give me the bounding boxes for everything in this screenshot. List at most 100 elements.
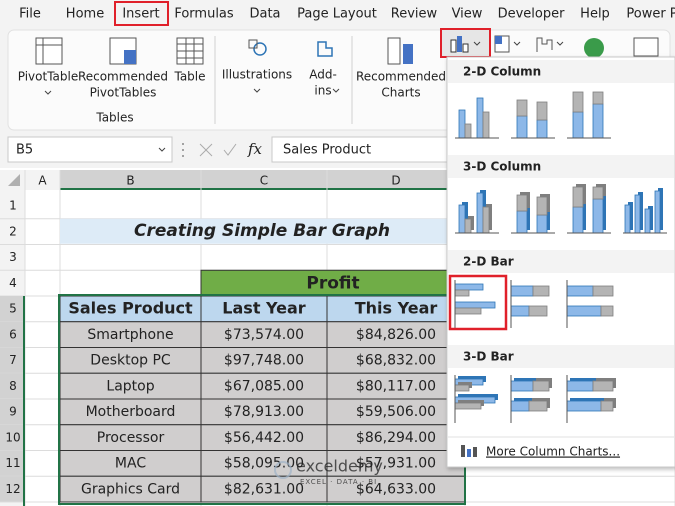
row-header-selected: [0, 476, 25, 502]
menu-item[interactable]: Power P: [626, 7, 675, 22]
cancel-icon: [199, 143, 213, 157]
illustrations-icon-sq: [248, 39, 258, 49]
thumb-bar: [454, 283, 484, 291]
data-cell[interactable]: [59, 424, 202, 451]
menu-item[interactable]: Page Layout: [297, 7, 377, 22]
row-header: 9: [9, 405, 17, 419]
data-cell[interactable]: [326, 450, 466, 477]
dropdown-arrow: [513, 41, 521, 46]
menu-item[interactable]: Data: [249, 7, 280, 22]
thumb-bar: [454, 289, 470, 297]
data-cell[interactable]: [59, 475, 202, 503]
chart-option[interactable]: [564, 181, 614, 237]
thumb-bar: [566, 400, 602, 412]
menu-item[interactable]: Help: [580, 7, 610, 22]
thumb-bar: [536, 196, 548, 216]
profit-header: Profit: [306, 273, 359, 293]
rec-charts-icon-q: [403, 44, 413, 64]
row-header: 4: [9, 276, 17, 290]
thumb-bar: [510, 285, 534, 297]
data-cell[interactable]: [200, 347, 328, 374]
menu-item[interactable]: Insert: [122, 7, 159, 22]
menu-item[interactable]: View: [452, 7, 483, 22]
menu-item[interactable]: Formulas: [174, 7, 234, 22]
thumb-bar: [600, 305, 614, 317]
cell-text: $56,442.00: [224, 430, 304, 446]
chart-option[interactable]: [564, 86, 614, 142]
thumb-bar: [600, 400, 614, 412]
chart-option[interactable]: [508, 181, 558, 237]
thumb-bar: [454, 307, 482, 315]
ribbon-button-label[interactable]: ins: [314, 84, 331, 98]
row-header: 7: [9, 353, 17, 367]
data-cell[interactable]: [59, 372, 202, 400]
ribbon-button-label[interactable]: Illustrations: [222, 68, 292, 82]
column-header-selected: [60, 170, 201, 190]
thumb-bar: [476, 192, 484, 234]
section-header: 3-D Column: [463, 160, 541, 174]
menu-item[interactable]: Developer: [498, 7, 566, 22]
menu-bar: [0, 0, 675, 28]
ribbon-button-label[interactable]: Add-: [309, 68, 337, 82]
grip-dot: [182, 143, 184, 145]
thumb-bar: [634, 194, 641, 234]
select-all: [8, 174, 20, 186]
ribbon-button-label[interactable]: PivotTables: [90, 86, 157, 100]
name-box[interactable]: [7, 136, 173, 163]
menu-item[interactable]: Home: [66, 7, 104, 22]
hierarchy-icon-q: [495, 36, 502, 44]
thumb-bar: [454, 301, 496, 309]
thumb-bar: [458, 204, 466, 234]
col-icon: [457, 36, 462, 52]
more-charts-link[interactable]: More Column Charts...: [486, 445, 620, 459]
chart-option[interactable]: [564, 276, 614, 332]
row-header: 12: [5, 482, 20, 496]
cell-text: $82,631.00: [224, 481, 304, 497]
thumb-bar: [592, 186, 604, 200]
row-header-selected: [0, 450, 25, 477]
ribbon-button-label[interactable]: Recommended: [78, 70, 168, 84]
ribbon-button-label[interactable]: PivotTable: [18, 70, 79, 84]
thumb-bar: [516, 99, 528, 117]
clustered-bar-highlight: [448, 274, 508, 331]
cell-text: $80,117.00: [356, 378, 436, 394]
formula-content: Sales Product: [283, 143, 371, 158]
ribbon-button-label[interactable]: Charts: [381, 86, 420, 100]
dropdown-arrow: [473, 41, 481, 46]
thumb-bar: [566, 285, 594, 297]
column-header: D: [391, 174, 400, 188]
more-icon[interactable]: [633, 37, 659, 57]
col-icon: [462, 43, 469, 53]
header-cell: [200, 295, 328, 323]
menu-item[interactable]: Review: [391, 7, 438, 22]
chart-option[interactable]: [508, 276, 558, 332]
cell-text: Desktop PC: [90, 353, 171, 369]
illustrations-icon: [253, 42, 267, 56]
data-cell[interactable]: [200, 372, 328, 400]
ribbon-button-label[interactable]: Recommended: [356, 70, 446, 84]
cell-text: $78,913.00: [224, 404, 304, 420]
watermark-tagline: EXCEL · DATA · BI: [300, 478, 377, 486]
grip-dot: [182, 149, 184, 151]
title-cell: [60, 218, 465, 244]
data-cell[interactable]: [200, 475, 328, 503]
data-cell[interactable]: [326, 398, 466, 426]
data-cell[interactable]: [326, 372, 466, 400]
cell-text: $64,633.00: [356, 481, 436, 497]
menu-item[interactable]: File: [19, 7, 41, 22]
chart-option[interactable]: [508, 86, 558, 142]
column-header: B: [126, 174, 134, 188]
thumb-depth: [628, 202, 633, 230]
column-chart-button[interactable]: [440, 28, 491, 58]
row-header: 10: [5, 430, 20, 444]
data-cell[interactable]: [200, 424, 328, 451]
thumb-bar: [592, 91, 604, 105]
ribbon-button-label[interactable]: Table: [173, 70, 205, 84]
map-icon[interactable]: [584, 38, 604, 58]
data-cell[interactable]: [200, 450, 328, 477]
cell-text: Laptop: [106, 378, 154, 394]
data-cell[interactable]: [326, 475, 466, 503]
waterfall-icon[interactable]: [536, 37, 553, 52]
thumb-bar: [476, 97, 484, 139]
